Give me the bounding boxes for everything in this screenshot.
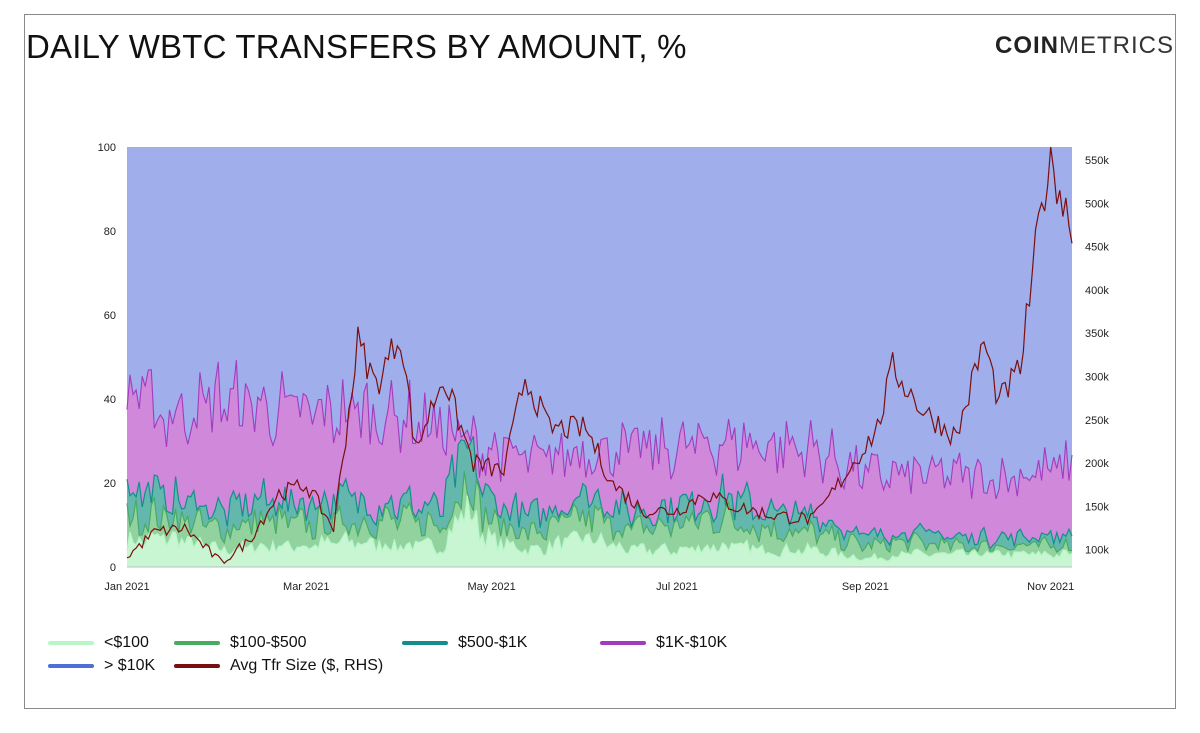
legend-label: $1K-$10K	[656, 634, 728, 651]
y-tick-label: 80	[104, 226, 116, 238]
y2-tick-label: 550k	[1085, 155, 1109, 167]
legend-swatch	[402, 641, 448, 645]
legend-label: $100-$500	[230, 634, 307, 651]
y2-tick-label: 400k	[1085, 285, 1109, 297]
y2-tick-label: 200k	[1085, 458, 1109, 470]
legend-swatch	[174, 664, 220, 668]
area-100-500-line	[126, 471, 1072, 554]
y2-tick-label: 300k	[1085, 371, 1109, 383]
y2-tick-label: 100k	[1085, 545, 1109, 557]
y2-tick-label: 250k	[1085, 415, 1109, 427]
legend-swatch	[48, 664, 94, 668]
x-tick-label: Jul 2021	[656, 581, 698, 593]
x-tick-label: May 2021	[467, 581, 515, 593]
y2-tick-label: 150k	[1085, 501, 1109, 513]
legend-swatch	[600, 641, 646, 645]
y2-tick-label: 500k	[1085, 198, 1109, 210]
area-lt100	[127, 495, 1072, 567]
y2-tick-label: 350k	[1085, 328, 1109, 340]
x-tick-label: Jan 2021	[104, 581, 149, 593]
chart-title: DAILY WBTC TRANSFERS BY AMOUNT, %	[26, 28, 687, 65]
legend-label: > $10K	[104, 657, 156, 674]
y-tick-label: 60	[104, 310, 116, 322]
legend-label: Avg Tfr Size ($, RHS)	[230, 657, 384, 674]
y-tick-label: 40	[104, 394, 116, 406]
area-500-1k-line	[126, 435, 1073, 550]
legend-item: $500-$1K	[402, 634, 527, 652]
logo-light-text: METRICS	[1059, 32, 1174, 59]
y-tick-label: 100	[98, 142, 116, 154]
chart-legend: <$100 $100-$500 $500-$1K $1K-$10K > $10K Avg …	[24, 628, 784, 678]
legend-item: $100-$500	[174, 634, 307, 652]
legend-label: <$100	[104, 634, 149, 651]
x-tick-label: Mar 2021	[283, 581, 329, 593]
y-tick-label: 20	[104, 478, 116, 490]
avg-transfer-size-line	[126, 146, 1073, 565]
x-tick-label: Sep 2021	[842, 581, 889, 593]
y-tick-label: 0	[110, 562, 116, 574]
legend-item: <$100	[48, 634, 149, 652]
logo-bold-text: COIN	[995, 32, 1059, 59]
legend-swatch	[48, 641, 94, 645]
legend-item: > $10K	[48, 657, 155, 675]
area-lt100-line	[126, 495, 1073, 562]
area-100-500	[127, 471, 1072, 567]
legend-item: Avg Tfr Size ($, RHS)	[174, 657, 383, 675]
legend-swatch	[174, 641, 220, 645]
area-1k-10k-line	[126, 360, 1073, 499]
x-tick-label: Nov 2021	[1027, 581, 1074, 593]
legend-item: $1K-$10K	[600, 634, 727, 652]
legend-label: $500-$1K	[458, 634, 528, 651]
y2-tick-label: 450k	[1085, 242, 1109, 254]
coinmetrics-logo: COINMETRICS	[995, 32, 1174, 60]
